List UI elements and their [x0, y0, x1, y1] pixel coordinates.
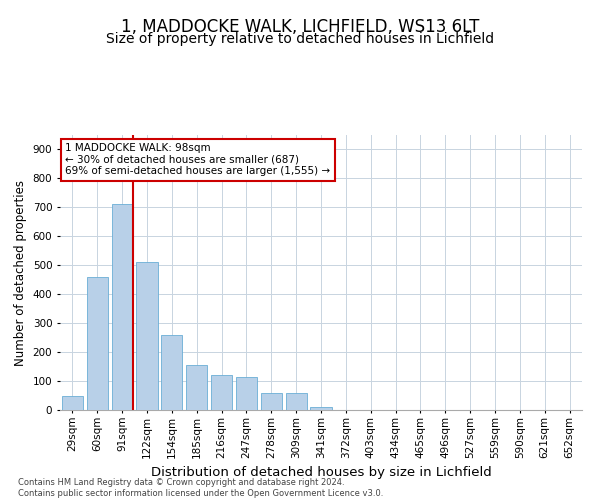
- Bar: [286, 392, 307, 410]
- Text: Size of property relative to detached houses in Lichfield: Size of property relative to detached ho…: [106, 32, 494, 46]
- Bar: [261, 392, 282, 410]
- Text: 1, MADDOCKE WALK, LICHFIELD, WS13 6LT: 1, MADDOCKE WALK, LICHFIELD, WS13 6LT: [121, 18, 479, 36]
- Y-axis label: Number of detached properties: Number of detached properties: [14, 180, 27, 366]
- Bar: [236, 376, 257, 410]
- X-axis label: Distribution of detached houses by size in Lichfield: Distribution of detached houses by size …: [151, 466, 491, 479]
- Bar: [112, 204, 133, 410]
- Text: 1 MADDOCKE WALK: 98sqm
← 30% of detached houses are smaller (687)
69% of semi-de: 1 MADDOCKE WALK: 98sqm ← 30% of detached…: [65, 143, 331, 176]
- Bar: [62, 396, 83, 410]
- Bar: [136, 262, 158, 410]
- Bar: [211, 376, 232, 410]
- Bar: [310, 407, 332, 410]
- Bar: [87, 277, 108, 410]
- Text: Contains HM Land Registry data © Crown copyright and database right 2024.
Contai: Contains HM Land Registry data © Crown c…: [18, 478, 383, 498]
- Bar: [186, 365, 207, 410]
- Bar: [161, 334, 182, 410]
